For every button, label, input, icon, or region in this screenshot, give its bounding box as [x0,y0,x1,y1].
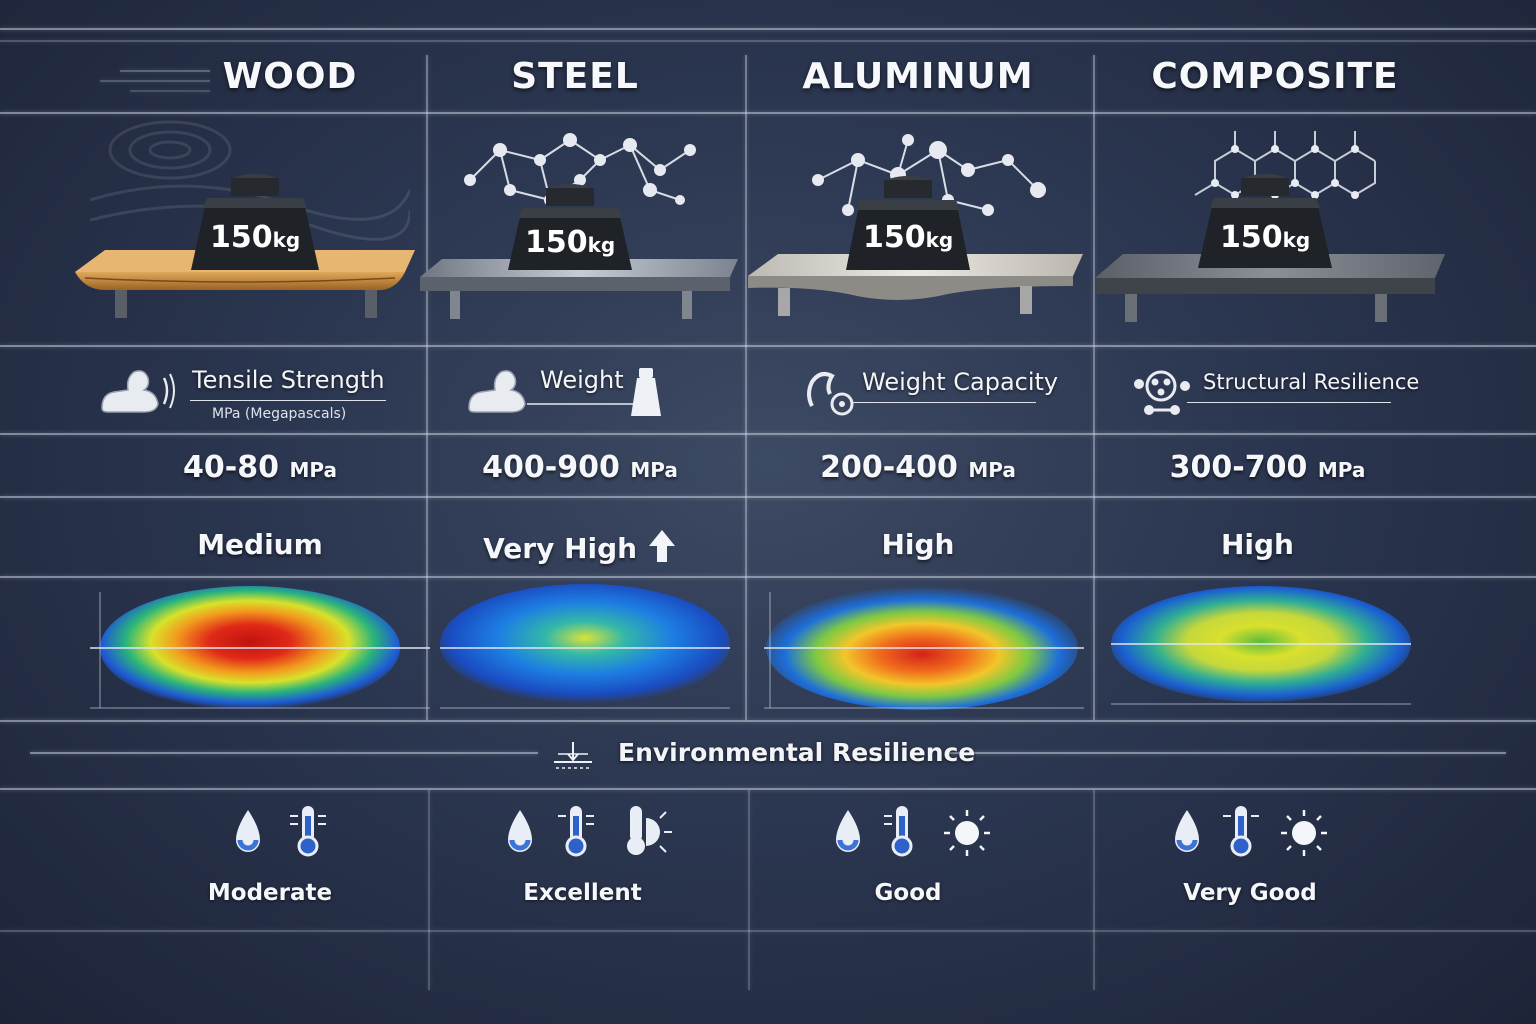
flexed-arm-weight-icon [468,368,661,416]
column-divider-2 [745,55,747,720]
metric-label: Tensile Strength [192,366,385,394]
molecule-cluster-icon [1134,370,1190,415]
environment-title: Environmental Resilience [618,738,976,767]
env-column-divider-1 [428,790,430,990]
arrow-up-icon [648,530,675,562]
env-bottom-divider [0,788,1536,790]
weight-block [191,174,319,270]
environment-icons [60,800,480,862]
weight-label: 150kg [210,220,301,255]
material-title: WOOD [222,56,358,97]
environment-rating: Very Good [1183,880,1317,906]
environment-icons [748,800,1093,862]
env-column-divider-2 [748,790,750,990]
metric-label: Weight Capacity [862,368,1059,396]
heatmap [410,582,750,718]
env-column-divider-3 [1093,790,1095,990]
weight-block [508,184,632,270]
heat-divider [0,720,1536,722]
load-test-stage: 150kg [60,110,440,340]
metric-underline [1187,402,1391,403]
rating-label: High [881,528,955,561]
thermometer-icon [290,806,326,857]
env-divider-left [30,752,538,754]
water-drop-icon [836,810,860,852]
strength-value: 400-900 MPa [482,450,678,485]
metric-row: Tensile Strength MPa (Megapascals) [60,360,440,426]
top-rule-2 [0,40,1536,42]
thermometer-sun-icon [627,806,672,855]
stage-divider [0,345,1536,347]
metric-underline [190,400,386,401]
metric-divider [0,433,1536,435]
environment-icons [410,800,750,862]
value-divider [0,496,1536,498]
speed-line [130,90,210,92]
material-title: COMPOSITE [1151,56,1399,97]
speed-line [100,80,210,82]
rating-label: Very High [410,528,750,565]
environment-rating: Good [874,880,942,906]
heatmap [1095,582,1475,718]
metric-row: Weight [410,360,750,426]
thermometer-icon [558,806,594,857]
top-rule [0,28,1536,30]
column-divider-3 [1093,55,1095,720]
stress-heatmap [440,584,730,709]
flexed-arm-icon [101,370,175,413]
header-divider [0,112,1536,114]
weight-label: 150kg [863,220,954,255]
weight-label: 150kg [525,225,616,260]
weight-block [1198,174,1332,268]
heatmap [60,582,440,718]
pressure-gauge-icon [554,742,592,769]
env-divider-right [946,752,1506,754]
sun-icon [944,810,990,856]
water-drop-icon [236,810,260,852]
rating-label: High [1220,528,1294,561]
column-divider-1 [426,55,428,720]
material-title: ALUMINUM [802,56,1034,97]
arm-gauge-icon [807,372,854,416]
column-aluminum: ALUMINUM [748,0,1093,1024]
stress-heatmap [90,586,430,710]
load-test-stage: 150kg [1095,110,1475,340]
strength-value: 300-700 MPa [1169,450,1366,485]
strength-value: 40-80 MPa [183,450,337,485]
stress-heatmap [1111,586,1411,705]
environment-rating: Moderate [207,880,333,906]
load-test-stage: 150kg [410,110,750,340]
rating-label: Medium [197,528,323,561]
sun-icon [1281,810,1327,856]
strength-value: 200-400 MPa [820,450,1016,485]
environment-header: Environmental Resilience [548,738,975,772]
weight-label: 150kg [1220,220,1311,255]
metric-row: Weight Capacity [748,360,1093,426]
environment-icons [1095,800,1440,862]
rating-divider [0,576,1536,578]
metric-label: Structural Resilience [1203,370,1420,394]
metric-label: Weight [540,366,624,394]
metric-subtitle: MPa (Megapascals) [212,406,347,422]
weight-block [846,176,970,270]
metric-row: Structural Resilience [1095,360,1475,426]
environment-rating: Excellent [523,880,642,906]
stress-heatmap [764,586,1084,710]
load-test-stage: 150kg [748,110,1093,340]
thermometer-icon [1223,806,1259,857]
metric-underline [852,402,1036,403]
column-composite: COMPOSITE [1095,0,1475,1024]
bottom-divider [0,930,1536,932]
material-title: STEEL [511,56,639,97]
column-wood: WOOD [60,0,440,1024]
speed-line [120,70,210,72]
heatmap [748,582,1093,718]
thermometer-icon [884,806,913,857]
water-drop-icon [1175,810,1199,852]
molecule-lattice [812,134,1046,216]
column-steel: STEEL [410,0,750,1024]
water-drop-icon [508,810,532,852]
